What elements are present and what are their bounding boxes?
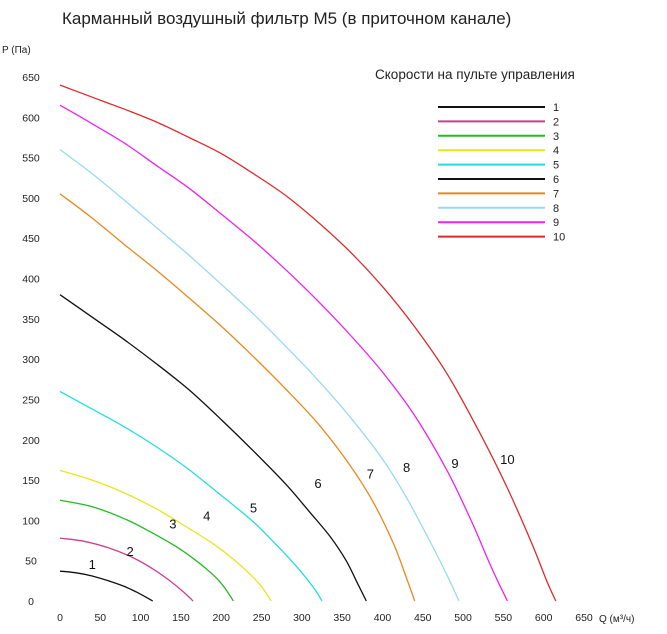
curve-label-1: 1 bbox=[89, 557, 96, 572]
y-tick-label: 550 bbox=[22, 153, 40, 165]
x-axis-ticks: 0 50 100 150 200 250 300 350 400 450 500 550 600 650 bbox=[57, 612, 593, 624]
y-tick-label: 100 bbox=[22, 515, 40, 527]
legend-label-4: 4 bbox=[553, 145, 559, 157]
legend-title: Скорости на пульте управления bbox=[375, 67, 575, 82]
x-tick-label: 300 bbox=[293, 612, 311, 624]
x-tick-label: 400 bbox=[374, 612, 392, 624]
series-line-3 bbox=[59, 499, 234, 602]
y-tick-label: 200 bbox=[22, 435, 40, 447]
curve-label-7: 7 bbox=[367, 466, 374, 481]
legend-label-5: 5 bbox=[553, 160, 559, 172]
x-tick-label: 250 bbox=[253, 612, 271, 624]
y-tick-label: 350 bbox=[22, 314, 40, 326]
y-tick-label: 250 bbox=[22, 394, 40, 406]
series-line-4 bbox=[59, 469, 272, 602]
x-tick-label: 50 bbox=[94, 612, 106, 624]
x-tick-label: 650 bbox=[575, 612, 593, 624]
y-tick-label: 650 bbox=[22, 72, 40, 84]
series-line-6 bbox=[59, 294, 367, 602]
y-tick-label: 500 bbox=[22, 193, 40, 205]
chart-title: Карманный воздушный фильтр M5 (в приточн… bbox=[62, 9, 511, 28]
y-tick-label: 450 bbox=[22, 233, 40, 245]
x-tick-label: 150 bbox=[172, 612, 190, 624]
series-line-5 bbox=[59, 390, 323, 602]
curve-label-4: 4 bbox=[203, 508, 210, 523]
curve-label-3: 3 bbox=[169, 516, 176, 531]
legend-label-2: 2 bbox=[553, 116, 559, 128]
curve-label-8: 8 bbox=[403, 460, 410, 475]
x-tick-label: 200 bbox=[212, 612, 230, 624]
x-tick-label: 100 bbox=[132, 612, 150, 624]
y-tick-label: 0 bbox=[28, 596, 34, 608]
curve-label-9: 9 bbox=[451, 456, 458, 471]
series-line-1 bbox=[59, 570, 154, 602]
y-tick-label: 400 bbox=[22, 274, 40, 286]
legend-label-9: 9 bbox=[553, 217, 559, 229]
series-line-2 bbox=[59, 537, 194, 602]
series-line-10 bbox=[59, 84, 557, 602]
legend-label-6: 6 bbox=[553, 174, 559, 186]
series-line-8 bbox=[59, 149, 460, 602]
curve-label-2: 2 bbox=[127, 544, 134, 559]
y-axis-label: P (Па) bbox=[2, 45, 31, 56]
x-tick-label: 0 bbox=[57, 612, 63, 624]
y-tick-label: 50 bbox=[25, 556, 37, 568]
x-tick-label: 500 bbox=[454, 612, 472, 624]
curve-labels: 1 2 3 4 5 6 7 8 9 10 bbox=[89, 452, 515, 572]
legend-label-7: 7 bbox=[553, 188, 559, 200]
curve-label-10: 10 bbox=[500, 452, 514, 467]
x-tick-label: 550 bbox=[495, 612, 513, 624]
x-axis-label: Q (м³/ч) bbox=[599, 614, 634, 625]
legend-label-1: 1 bbox=[553, 102, 559, 114]
legend-label-8: 8 bbox=[553, 203, 559, 215]
x-tick-label: 350 bbox=[333, 612, 351, 624]
series-line-7 bbox=[59, 193, 416, 602]
x-tick-label: 600 bbox=[535, 612, 553, 624]
legend-label-10: 10 bbox=[553, 232, 565, 244]
y-tick-label: 150 bbox=[22, 475, 40, 487]
y-tick-label: 300 bbox=[22, 354, 40, 366]
series-line-9 bbox=[59, 104, 508, 602]
curve-label-6: 6 bbox=[314, 476, 321, 491]
x-tick-label: 450 bbox=[414, 612, 432, 624]
curve-label-5: 5 bbox=[250, 500, 257, 515]
plot-series bbox=[59, 84, 557, 602]
y-axis-ticks: 0 50 100 150 200 250 300 350 400 450 500 550 600 650 bbox=[22, 72, 40, 608]
legend-label-3: 3 bbox=[553, 131, 559, 143]
legend: Скорости на пульте управления 1 2 3 4 5 6 7 8 9 1… bbox=[375, 67, 575, 244]
y-tick-label: 600 bbox=[22, 112, 40, 124]
